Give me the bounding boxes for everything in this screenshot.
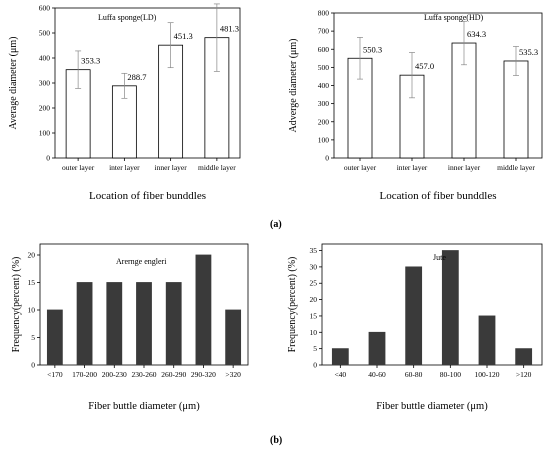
data-label: 353.3 <box>81 56 100 66</box>
y-axis-label: Average diameter (μm) <box>8 37 19 130</box>
x-tick-label: inter layer <box>109 163 140 172</box>
x-tick-label: 230-260 <box>132 370 157 379</box>
x-axis-label: Fiber buttle diameter (μm) <box>88 401 200 412</box>
y-tick-label: 400 <box>39 54 51 63</box>
x-tick-label: <170 <box>47 370 63 379</box>
data-label: 550.3 <box>363 44 382 54</box>
y-tick-label: 300 <box>318 99 330 108</box>
y-tick-label: 600 <box>39 4 51 13</box>
x-tick-label: 260-290 <box>161 370 186 379</box>
y-tick-label: 15 <box>310 311 318 320</box>
y-tick-label: 20 <box>310 295 318 304</box>
x-tick-label: >320 <box>225 370 241 379</box>
x-tick-label: 80-100 <box>440 370 461 379</box>
y-tick-label: 200 <box>39 104 51 113</box>
y-tick-label: 400 <box>318 81 330 90</box>
x-tick-label: 60-80 <box>405 370 423 379</box>
y-tick-label: 600 <box>318 45 330 54</box>
x-tick-label: inner layer <box>448 163 481 172</box>
y-tick-label: 0 <box>31 361 35 370</box>
x-tick-label: 200-230 <box>102 370 127 379</box>
data-label: 634.3 <box>467 29 486 39</box>
y-tick-label: 700 <box>318 27 330 36</box>
data-label: 288.7 <box>127 72 146 82</box>
bar <box>478 315 496 366</box>
x-tick-label: 290-320 <box>191 370 216 379</box>
y-tick-label: 5 <box>313 344 317 353</box>
chart-3: 0 5 10 15 20 <170 170-200 200-230 230-260 260-290… <box>11 243 249 412</box>
y-tick-label: 0 <box>313 361 317 370</box>
y-axis-label: Frequency(percent) (%) <box>287 257 298 353</box>
y-tick-label: 800 <box>318 9 330 18</box>
bar <box>405 266 423 366</box>
x-tick-label: outer layer <box>344 163 377 172</box>
chart-title: Luffa sponge(HD) <box>424 13 484 22</box>
chart-4: 0 5 10 15 20 25 30 35 <40 40-60 60-80 80-100 100-120… <box>287 243 543 412</box>
y-axis-label: Frequency(percent) (%) <box>11 257 22 353</box>
data-label: 535.3 <box>519 47 538 57</box>
y-tick-label: 10 <box>310 328 318 337</box>
y-tick-label: 10 <box>28 306 36 315</box>
data-label: 481.3 <box>220 24 239 34</box>
x-tick-label: inner layer <box>154 163 187 172</box>
x-axis-label: Location of fiber bunddles <box>89 190 206 202</box>
bar <box>331 348 349 366</box>
y-tick-label: 500 <box>318 63 330 72</box>
x-tick-label: 100-120 <box>475 370 500 379</box>
y-tick-label: 100 <box>39 129 51 138</box>
x-tick-label: <40 <box>334 370 346 379</box>
x-tick-label: 170-200 <box>72 370 97 379</box>
bar <box>225 309 242 366</box>
x-tick-label: >120 <box>516 370 532 379</box>
caption-b: (b) <box>270 435 283 446</box>
y-tick-label: 30 <box>310 262 318 271</box>
y-tick-label: 15 <box>28 278 36 287</box>
bar <box>106 282 123 366</box>
x-tick-label: middle layer <box>198 163 236 172</box>
y-axis-label: Adverge diameter (μm) <box>288 38 299 132</box>
x-axis-label: Fiber buttle diameter (μm) <box>376 401 488 412</box>
y-tick-label: 100 <box>318 135 330 144</box>
bar <box>165 282 182 366</box>
x-tick-label: inter layer <box>397 163 428 172</box>
data-label: 457.0 <box>415 61 434 71</box>
bar <box>136 282 152 366</box>
y-tick-label: 500 <box>39 29 51 38</box>
y-tick-label: 0 <box>325 154 329 163</box>
bar <box>441 250 459 366</box>
y-tick-label: 300 <box>39 79 51 88</box>
chart-title: Arernge engleri <box>116 257 167 266</box>
bar <box>46 309 63 366</box>
bar <box>76 282 93 366</box>
x-tick-label: 40-60 <box>368 370 386 379</box>
plot-frame <box>321 243 543 366</box>
x-tick-label: outer layer <box>62 163 95 172</box>
x-axis-label: Location of fiber bunddles <box>380 190 497 202</box>
chart-title: Jute <box>433 253 446 262</box>
caption-a: (a) <box>270 219 282 230</box>
x-tick-label: middle layer <box>497 163 535 172</box>
y-tick-label: 20 <box>28 251 36 260</box>
bar <box>515 348 533 366</box>
y-tick-label: 35 <box>310 246 318 255</box>
y-tick-label: 25 <box>310 279 318 288</box>
y-tick-label: 200 <box>318 117 330 126</box>
chart-2: 0 100 200 300 400 500 600 700 800 outer layer 550.… <box>288 9 543 202</box>
data-label: 451.3 <box>174 31 193 41</box>
bar <box>368 331 386 366</box>
y-tick-label: 0 <box>46 154 50 163</box>
chart-1: 0 100 200 300 400 500 600 outer layer 353.3 inter… <box>8 4 241 202</box>
y-tick-label: 5 <box>31 333 35 342</box>
chart-title: Luffa sponge(LD) <box>98 13 157 22</box>
bar <box>195 254 212 366</box>
